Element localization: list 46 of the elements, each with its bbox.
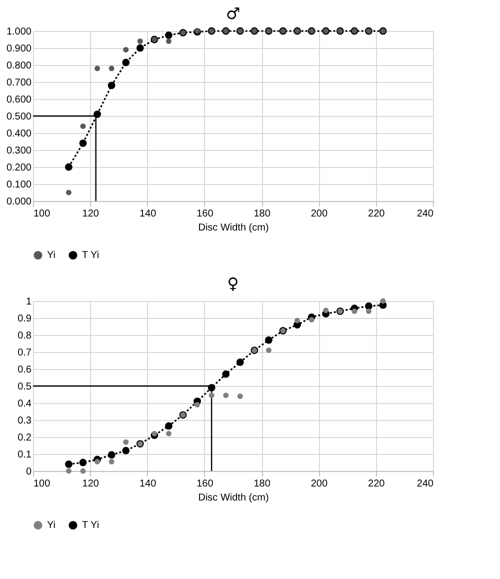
legend-label: Yi [47, 250, 56, 262]
x-tick-label: 220 [368, 478, 386, 490]
x-tick-label: 140 [139, 478, 157, 490]
y-tick-label: 0.600 [6, 94, 32, 106]
y-tick-label: 0.400 [6, 128, 32, 140]
y-tick-label: 0.6 [18, 364, 32, 376]
x-tick-label: 120 [82, 208, 100, 220]
x-tick-label: 180 [254, 208, 271, 220]
y-tick-label: 0.4 [18, 398, 32, 410]
x-tick-label: 180 [254, 478, 271, 490]
y-tick-label: 0.9 [18, 314, 32, 324]
y-tick-label: 0.300 [6, 146, 32, 156]
x-tick-label: 220 [368, 208, 386, 220]
chart-title: ♀ [227, 274, 239, 293]
y-tick-label: 0.1 [18, 450, 32, 460]
y-tick-label: 0 [26, 466, 32, 478]
y-tick-label: 1 [26, 296, 32, 308]
y-tick-label: 0.900 [6, 44, 32, 54]
legend-label: T Yi [82, 250, 100, 262]
y-tick-label: 1.000 [6, 26, 32, 38]
y-tick-label: 0.2 [18, 432, 32, 444]
y-tick-label: 0.500 [6, 112, 32, 122]
y-tick-label: 0.8 [18, 330, 32, 342]
x-tick-label: 100 [34, 208, 51, 220]
x-axis-title: Disc Width (cm) [198, 222, 269, 234]
x-tick-label: 240 [416, 478, 434, 490]
x-tick-label: 200 [310, 478, 328, 490]
y-tick-label: 0.5 [18, 382, 32, 392]
y-tick-label: 0.100 [6, 180, 32, 190]
y-tick-label: 0.700 [6, 78, 32, 88]
x-tick-label: 160 [196, 478, 214, 490]
x-tick-label: 240 [416, 208, 434, 220]
x-tick-label: 200 [310, 208, 328, 220]
y-tick-label: 0.200 [6, 162, 32, 174]
y-tick-label: 0.7 [18, 348, 32, 358]
legend-label: T Yi [82, 520, 100, 532]
x-tick-label: 120 [82, 478, 100, 490]
legend-label: Yi [47, 520, 56, 532]
x-tick-label: 100 [34, 478, 51, 490]
chart-title: ♂ [226, 4, 240, 23]
y-tick-label: 0.3 [18, 416, 32, 426]
y-tick-label: 0.800 [6, 60, 32, 72]
x-tick-label: 140 [139, 208, 157, 220]
x-axis-title: Disc Width (cm) [198, 492, 269, 504]
x-tick-label: 160 [196, 208, 214, 220]
y-tick-label: 0.000 [6, 196, 32, 208]
